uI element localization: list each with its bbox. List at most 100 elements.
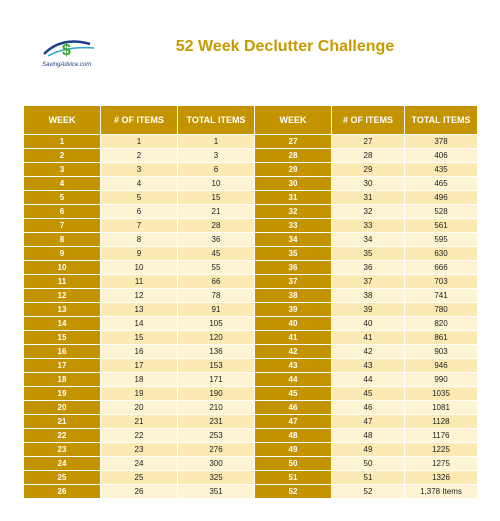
week-cell: 25 (23, 470, 101, 485)
total-cell: 190 (177, 386, 255, 401)
items-cell: 37 (331, 274, 405, 289)
total-cell: 1176 (404, 428, 478, 443)
table-row: 10 10 55 36 36 666 (23, 260, 478, 275)
items-cell: 17 (100, 358, 178, 373)
items-cell: 18 (100, 372, 178, 387)
total-cell: 136 (177, 344, 255, 359)
week-cell: 9 (23, 246, 101, 261)
items-cell: 38 (331, 288, 405, 303)
table-row: 3 3 6 29 29 435 (23, 162, 478, 177)
total-cell: 561 (404, 218, 478, 233)
header-week-1: WEEK (23, 105, 101, 135)
week-cell: 36 (254, 260, 332, 275)
items-cell: 10 (100, 260, 178, 275)
total-cell: 1275 (404, 456, 478, 471)
items-cell: 36 (331, 260, 405, 275)
total-cell: 120 (177, 330, 255, 345)
total-cell: 10 (177, 176, 255, 191)
week-cell: 47 (254, 414, 332, 429)
items-cell: 23 (100, 442, 178, 457)
total-cell: 15 (177, 190, 255, 205)
week-cell: 22 (23, 428, 101, 443)
week-cell: 7 (23, 218, 101, 233)
table-row: 19 19 190 45 45 1035 (23, 386, 478, 401)
table-row: 2 2 3 28 28 406 (23, 148, 478, 163)
week-cell: 10 (23, 260, 101, 275)
items-cell: 12 (100, 288, 178, 303)
total-cell: 820 (404, 316, 478, 331)
week-cell: 23 (23, 442, 101, 457)
table-row: 16 16 136 42 42 903 (23, 344, 478, 359)
total-cell: 496 (404, 190, 478, 205)
header-total-2: TOTAL ITEMS (404, 105, 478, 135)
items-cell: 14 (100, 316, 178, 331)
total-cell: 231 (177, 414, 255, 429)
page-title: 52 Week Declutter Challenge (175, 38, 395, 55)
total-cell: 153 (177, 358, 255, 373)
items-cell: 30 (331, 176, 405, 191)
week-cell: 38 (254, 288, 332, 303)
items-cell: 15 (100, 330, 178, 345)
week-cell: 46 (254, 400, 332, 415)
week-cell: 44 (254, 372, 332, 387)
table-row: 4 4 10 30 30 465 (23, 176, 478, 191)
items-cell: 16 (100, 344, 178, 359)
total-cell: 21 (177, 204, 255, 219)
total-cell: 741 (404, 288, 478, 303)
table-row: 13 13 91 39 39 780 (23, 302, 478, 317)
logo-text: SavingAdvice.com (42, 62, 92, 68)
total-cell: 465 (404, 176, 478, 191)
table-body: 1 1 1 27 27 378 2 2 3 28 28 406 3 3 6 29 29 435 4 4 10 30 30 46… (23, 134, 478, 499)
week-cell: 5 (23, 190, 101, 205)
total-cell: 528 (404, 204, 478, 219)
table-header-row: WEEK # OF ITEMS TOTAL ITEMS WEEK # OF IT… (23, 105, 478, 135)
total-cell: 666 (404, 260, 478, 275)
week-cell: 48 (254, 428, 332, 443)
items-cell: 24 (100, 456, 178, 471)
items-cell: 43 (331, 358, 405, 373)
table-row: 8 8 36 34 34 595 (23, 232, 478, 247)
week-cell: 8 (23, 232, 101, 247)
items-cell: 4 (100, 176, 178, 191)
items-cell: 19 (100, 386, 178, 401)
week-cell: 19 (23, 386, 101, 401)
total-cell: 171 (177, 372, 255, 387)
week-cell: 52 (254, 484, 332, 499)
total-cell: 1 (177, 134, 255, 149)
week-cell: 43 (254, 358, 332, 373)
items-cell: 26 (100, 484, 178, 499)
items-cell: 33 (331, 218, 405, 233)
week-cell: 37 (254, 274, 332, 289)
items-cell: 45 (331, 386, 405, 401)
week-cell: 50 (254, 456, 332, 471)
total-cell: 1128 (404, 414, 478, 429)
items-cell: 35 (331, 246, 405, 261)
table-row: 14 14 105 40 40 820 (23, 316, 478, 331)
table-row: 22 22 253 48 48 1176 (23, 428, 478, 443)
table-row: 26 26 351 52 52 1,378 Items (23, 484, 478, 499)
table-row: 12 12 78 38 38 741 (23, 288, 478, 303)
items-cell: 8 (100, 232, 178, 247)
table-row: 20 20 210 46 46 1081 (23, 400, 478, 415)
table-row: 25 25 325 51 51 1326 (23, 470, 478, 485)
total-cell: 435 (404, 162, 478, 177)
table-row: 9 9 45 35 35 630 (23, 246, 478, 261)
total-cell: 55 (177, 260, 255, 275)
week-cell: 20 (23, 400, 101, 415)
total-cell: 861 (404, 330, 478, 345)
dollar-swoosh-icon: $ (43, 40, 95, 59)
items-cell: 47 (331, 414, 405, 429)
total-cell: 45 (177, 246, 255, 261)
header-week-2: WEEK (254, 105, 332, 135)
items-cell: 49 (331, 442, 405, 457)
total-cell: 6 (177, 162, 255, 177)
week-cell: 12 (23, 288, 101, 303)
items-cell: 51 (331, 470, 405, 485)
total-cell: 595 (404, 232, 478, 247)
items-cell: 40 (331, 316, 405, 331)
week-cell: 28 (254, 148, 332, 163)
table-row: 24 24 300 50 50 1275 (23, 456, 478, 471)
items-cell: 6 (100, 204, 178, 219)
items-cell: 52 (331, 484, 405, 499)
week-cell: 41 (254, 330, 332, 345)
